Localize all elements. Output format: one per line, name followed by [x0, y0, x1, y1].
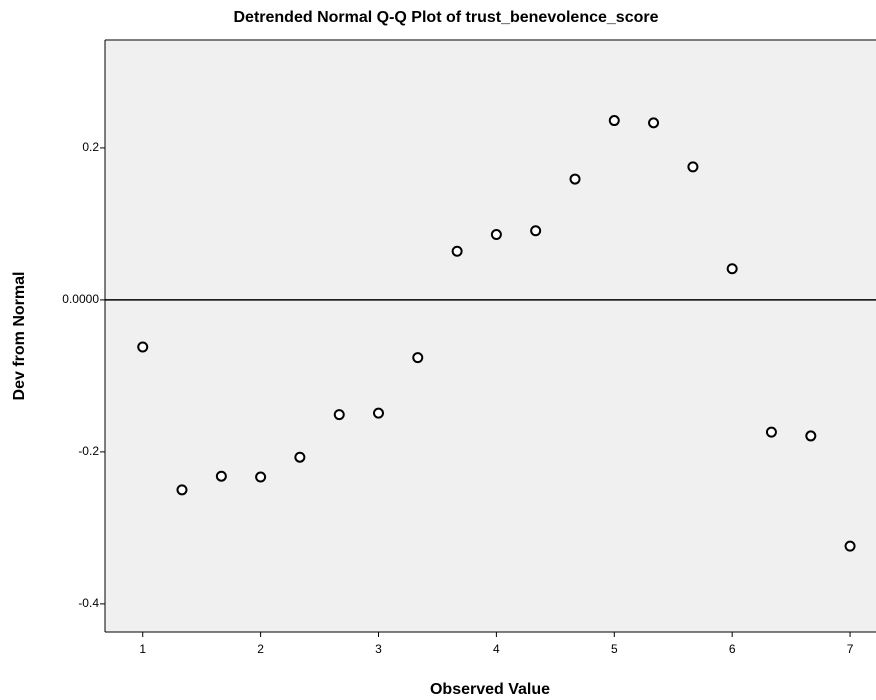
point: [215, 470, 227, 482]
y-tick-label: -0.4: [78, 596, 99, 610]
point: [608, 115, 620, 127]
y-tick-label: -0.2: [78, 444, 99, 458]
point: [530, 225, 542, 237]
y-tick-label: 0.0000: [62, 292, 99, 306]
point: [294, 451, 306, 463]
point: [687, 161, 699, 173]
point: [844, 540, 856, 552]
y-tick-label: 0.2: [82, 140, 99, 154]
x-tick-label: 4: [493, 642, 500, 656]
y-axis-title: Dev from Normal: [11, 272, 28, 401]
point: [451, 245, 463, 257]
point: [648, 117, 660, 129]
point: [726, 263, 738, 275]
x-tick-label: 1: [139, 642, 146, 656]
point: [805, 430, 817, 442]
x-tick-label: 5: [611, 642, 618, 656]
point: [137, 341, 149, 353]
point: [333, 409, 345, 421]
x-axis-title: Observed Value: [430, 681, 550, 698]
point: [569, 173, 581, 185]
point: [255, 471, 267, 483]
point: [412, 352, 424, 364]
x-tick-label: 3: [375, 642, 382, 656]
point: [373, 407, 385, 419]
point: [490, 229, 502, 241]
point: [765, 426, 777, 438]
chart-title: Detrended Normal Q-Q Plot of trust_benev…: [234, 9, 659, 26]
point: [176, 484, 188, 496]
x-tick-label: 6: [729, 642, 736, 656]
plot-area: [105, 40, 876, 632]
x-tick-label: 2: [257, 642, 264, 656]
x-tick-label: 7: [847, 642, 854, 656]
